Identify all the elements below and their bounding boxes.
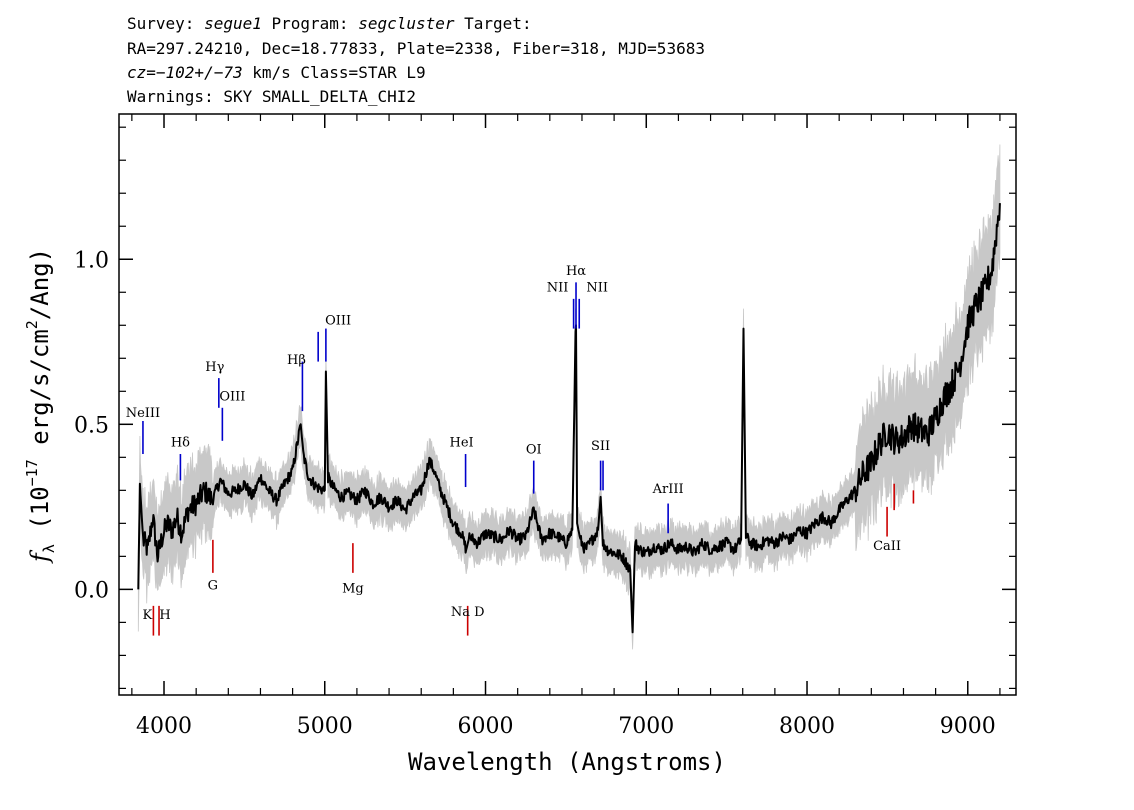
flux-layer — [137, 203, 1001, 634]
axis-ticks-layer: 4000 5000 6000 7000 8000 9000 0.0 0.5 1.0 — [74, 114, 1016, 739]
line-label-oiii: OIII — [219, 390, 245, 405]
line-label-sii: SII — [591, 439, 610, 454]
line-label-oi: OI — [526, 442, 542, 457]
y-axis-label-part3: /Ang) — [26, 248, 54, 320]
header-program-value: segcluster — [358, 14, 455, 33]
line-label-h: H — [159, 608, 170, 623]
line-label-h-: Hδ — [171, 436, 190, 451]
line-label-nii: NII — [547, 281, 569, 296]
x-tick-label: 8000 — [779, 714, 835, 739]
x-tick-label: 9000 — [940, 714, 996, 739]
x-tick-label: 7000 — [618, 714, 674, 739]
error-band-layer — [137, 144, 1001, 650]
line-label-neiii: NeIII — [126, 406, 160, 421]
header-survey-prefix: Survey: — [127, 14, 204, 33]
header-cz-value: cz=−102+/−73 — [127, 63, 243, 82]
y-axis-label-exp1: −17 — [23, 459, 41, 486]
line-label-g: G — [208, 578, 218, 593]
plot-frame — [118, 113, 1017, 696]
x-tick-label: 5000 — [297, 714, 353, 739]
line-label-nii: NII — [586, 281, 608, 296]
x-tick-label: 6000 — [458, 714, 514, 739]
y-tick-label: 1.0 — [74, 248, 109, 273]
y-axis-label-exp2: 2 — [23, 320, 41, 329]
error-band — [137, 144, 1001, 650]
y-axis-label-lambda: λ — [40, 544, 58, 553]
x-tick-label: 4000 — [136, 714, 192, 739]
y-tick-label: 0.5 — [74, 413, 109, 438]
x-axis-label: Wavelength (Angstroms) — [408, 748, 726, 776]
y-axis-label: fλ (10−17 erg/s/cm2/Ang) — [23, 248, 58, 564]
line-label-ariii: ArIII — [652, 482, 684, 497]
header-target-label: Target: — [455, 14, 532, 33]
line-label-k: K — [143, 608, 153, 623]
y-axis-label-part1: (10 — [26, 486, 54, 544]
y-axis-label-part2: erg/s/cm — [26, 329, 54, 459]
line-label-h-: Hγ — [205, 360, 224, 375]
header-program-prefix: Program: — [262, 14, 358, 33]
header-survey-value: segue1 — [204, 14, 262, 33]
line-label-mg: Mg — [342, 582, 364, 597]
line-label-h-: Hβ — [287, 353, 306, 368]
line-label-hei: HeI — [449, 436, 473, 451]
header-class-text: km/s Class=STAR L9 — [243, 63, 426, 82]
line-label-h-: Hα — [566, 264, 586, 279]
header-line-1: Survey: segue1 Program: segcluster Targe… — [127, 14, 532, 33]
flux-series-line — [137, 203, 1001, 634]
line-label-caii: CaII — [873, 539, 901, 554]
header-line-4: Warnings: SKY SMALL_DELTA_CHI2 — [127, 87, 416, 106]
line-label-na-d: Na D — [451, 605, 485, 620]
line-label-oiii: OIII — [325, 314, 351, 329]
header-line-2: RA=297.24210, Dec=18.77833, Plate=2338, … — [127, 39, 705, 58]
header-line-3: cz=−102+/−73 km/s Class=STAR L9 — [127, 63, 426, 82]
y-tick-label: 0.0 — [74, 578, 109, 603]
